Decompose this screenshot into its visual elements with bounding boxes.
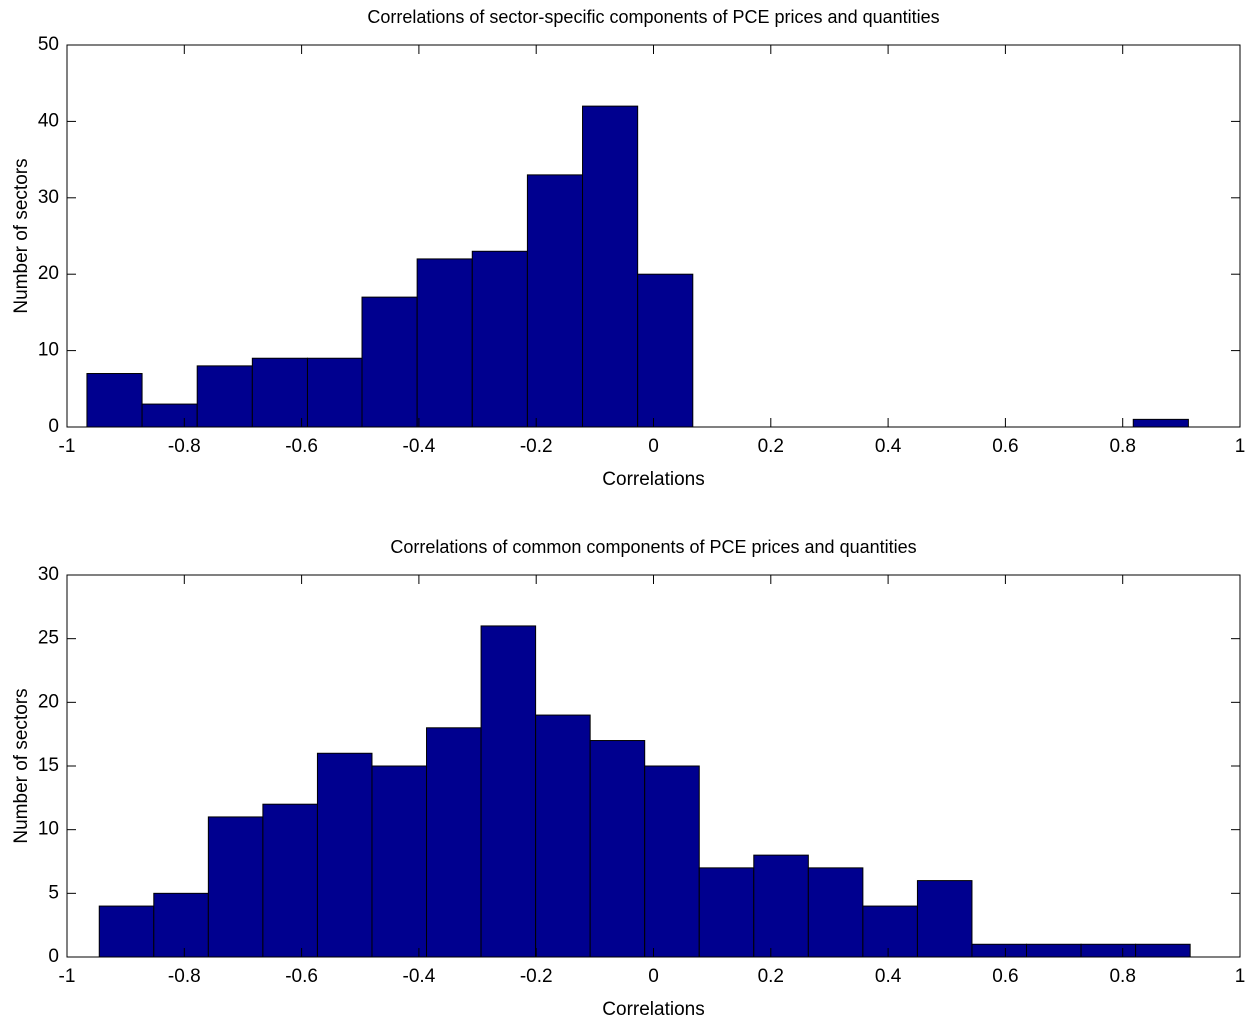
- bar: [1080, 943, 1137, 958]
- bar: [807, 867, 864, 958]
- bar: [1132, 418, 1189, 428]
- bar: [589, 740, 646, 958]
- bar: [262, 803, 318, 958]
- x-tick-label: -0.6: [285, 436, 318, 457]
- x-tick-label: -0.4: [403, 966, 436, 987]
- bar: [196, 365, 253, 428]
- x-tick-label: 0.8: [1109, 966, 1135, 987]
- x-tick-label: -0.6: [285, 966, 318, 987]
- y-tick-label: 0: [48, 946, 59, 967]
- bar: [207, 816, 264, 958]
- x-tick-label: -1: [59, 436, 76, 457]
- bar: [471, 250, 528, 428]
- x-tick-label: 1: [1235, 966, 1246, 987]
- y-tick-label: 10: [38, 340, 59, 361]
- x-tick-label: 0: [648, 966, 659, 987]
- bar: [306, 357, 363, 428]
- x-tick-label: 0.2: [758, 966, 784, 987]
- y-tick-label: 50: [38, 34, 59, 55]
- x-tick-label: 0.2: [758, 436, 784, 457]
- y-tick-label: 10: [38, 819, 59, 840]
- bar: [644, 765, 700, 958]
- bar: [426, 727, 482, 958]
- x-tick-label: 0: [648, 436, 659, 457]
- x-tick-label: -0.8: [168, 966, 201, 987]
- x-tick-label: -0.8: [168, 436, 201, 457]
- y-tick-label: 25: [38, 628, 59, 649]
- bar: [153, 892, 209, 958]
- y-tick-label: 30: [38, 187, 59, 208]
- y-tick-label: 5: [48, 882, 59, 903]
- bar: [1135, 943, 1191, 958]
- bar: [480, 625, 537, 958]
- bar: [141, 403, 198, 428]
- x-tick-label: 1: [1235, 436, 1246, 457]
- y-tick-label: 15: [38, 755, 59, 776]
- x-tick-label: 0.6: [992, 436, 1018, 457]
- bar: [316, 752, 373, 958]
- bar: [862, 905, 918, 958]
- x-tick-label: -1: [59, 966, 76, 987]
- bar: [582, 105, 639, 428]
- x-tick-label: -0.2: [520, 436, 553, 457]
- x-tick-label: 0.4: [875, 436, 902, 457]
- x-tick-label: 0.4: [875, 966, 902, 987]
- bar: [698, 867, 755, 958]
- bar: [753, 854, 809, 958]
- bar: [1026, 943, 1082, 958]
- y-tick-label: 30: [38, 564, 59, 585]
- x-tick-label: -0.2: [520, 966, 553, 987]
- y-axis-label: Number of sectors: [11, 158, 32, 313]
- x-tick-label: 0.8: [1109, 436, 1135, 457]
- bar: [916, 880, 973, 958]
- bar: [526, 174, 584, 428]
- bar: [86, 373, 143, 428]
- bar: [535, 714, 591, 958]
- bar: [361, 296, 418, 428]
- bar: [251, 357, 308, 428]
- x-tick-label: 0.6: [992, 966, 1018, 987]
- chart-title: Correlations of sector-specific componen…: [367, 7, 939, 27]
- chart-title: Correlations of common components of PCE…: [390, 537, 916, 557]
- x-tick-label: -0.4: [403, 436, 436, 457]
- y-tick-label: 20: [38, 263, 59, 284]
- bar: [371, 765, 428, 958]
- x-axis-label: Correlations: [602, 469, 704, 490]
- y-tick-label: 20: [38, 691, 59, 712]
- x-axis-label: Correlations: [602, 999, 704, 1020]
- bar: [416, 258, 473, 428]
- y-tick-label: 40: [38, 110, 59, 131]
- bar: [971, 943, 1028, 958]
- y-axis-label: Number of sectors: [11, 688, 32, 843]
- bar: [637, 273, 694, 428]
- bar: [98, 905, 155, 958]
- y-tick-label: 0: [48, 416, 59, 437]
